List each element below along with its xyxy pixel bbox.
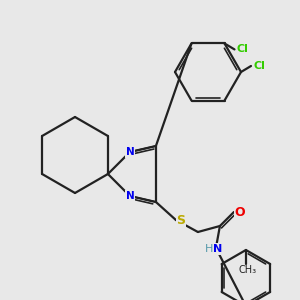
- Text: N: N: [125, 191, 134, 201]
- Text: CH₃: CH₃: [239, 265, 257, 275]
- Text: N: N: [125, 147, 134, 157]
- Text: S: S: [176, 214, 185, 226]
- Text: Cl: Cl: [237, 44, 248, 54]
- Text: H: H: [205, 244, 213, 254]
- Text: O: O: [235, 206, 245, 218]
- Text: Cl: Cl: [253, 61, 265, 71]
- Text: N: N: [213, 244, 223, 254]
